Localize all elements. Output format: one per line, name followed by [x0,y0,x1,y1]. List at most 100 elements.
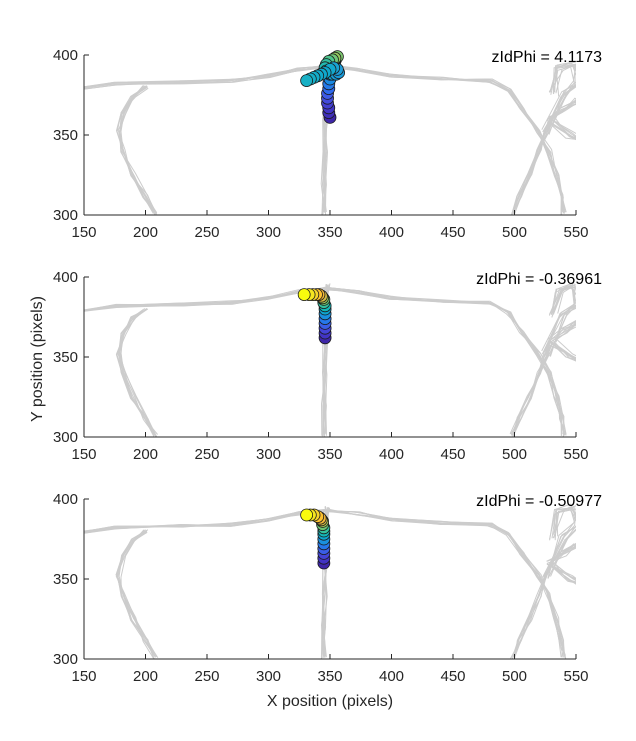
trajectory-line [84,510,566,659]
trajectory-line [49,289,76,324]
trajectory-line [547,503,576,579]
x-tick-label: 250 [194,446,219,463]
trajectory-line [84,286,565,437]
trajectory-line [512,119,553,213]
trajectory-line [513,340,550,435]
trajectory-line [545,284,576,353]
trajectory-line [44,515,73,542]
x-tick-label: 250 [194,224,219,241]
trajectory-line [44,291,77,320]
trajectory-line [546,103,576,140]
trajectory-line [19,104,48,145]
trajectory-line [545,508,576,575]
trajectory-line [27,549,51,587]
trajectory-line [24,545,57,585]
y-tick-label: 300 [53,429,78,446]
trajectory-line [46,65,75,99]
trajectory-line [18,102,53,141]
x-tick-label: 250 [194,668,219,685]
trajectory-line [47,511,74,544]
x-tick-label: 150 [71,224,96,241]
panels: 150 200 250 300 350 400 450 500 550 300 350 400 zIdP… [18,47,603,685]
trajectory-line [548,323,576,362]
x-tick-label: 550 [563,224,588,241]
trajectory-line [44,69,82,101]
trajectory-line [24,545,49,586]
trajectory-line [84,66,562,214]
trajectory-line [543,284,576,354]
trajectory-line [46,291,78,320]
scatter-points [300,50,346,124]
trajectory-line [45,289,77,323]
trajectory-line [546,543,576,580]
y-tick-label: 400 [53,47,78,64]
x-tick-label: 450 [440,668,465,685]
trajectory-line [510,561,555,659]
y-tick-label: 350 [53,571,78,588]
trajectory-line [84,288,563,436]
trajectory-line [18,545,51,590]
trajectory-line [84,288,565,436]
trajectory-line [22,101,50,146]
trajectory-line [542,507,575,578]
trajectory-line [22,106,51,142]
trajectory-line [544,63,576,133]
scatter-point [300,508,314,522]
x-tick-label: 150 [71,446,96,463]
x-tick-label: 200 [133,668,158,685]
y-tick-label: 400 [53,491,78,508]
trajectory-line [22,549,53,586]
trajectory-line [43,66,80,99]
x-tick-label: 300 [256,224,281,241]
trajectory-line [47,292,75,320]
trajectory-line [23,545,50,587]
trajectory-line [25,546,55,588]
trajectory-line [41,513,81,543]
trajectory-line [19,104,55,141]
trajectory-line [84,509,566,659]
trajectory-line [43,512,81,544]
trajectory-line [549,286,576,357]
x-tick-label: 300 [256,446,281,463]
trajectory-line [48,513,79,545]
trajectory-line [84,65,565,214]
zidphi-annotation: zIdPhi = 4.1173 [492,49,603,66]
y-tick-label: 300 [53,207,78,224]
trajectory-line [48,66,74,101]
trajectory-line [84,509,566,657]
trajectory-line [115,529,154,657]
trajectory-line [46,510,80,545]
trajectory-line [21,547,51,588]
trajectory-line [46,67,78,99]
scatter-points [297,288,332,345]
trajectory-traces [44,281,576,437]
scatter-points [300,508,331,570]
trajectory-line [115,310,157,437]
trajectory-line [84,287,565,436]
x-tick-label: 300 [256,668,281,685]
trajectory-line [550,508,576,577]
trajectory-traces [18,503,576,659]
x-axis-label: X position (pixels) [267,693,393,710]
x-tick-label: 550 [563,668,588,685]
trajectory-line [22,103,50,145]
x-tick-label: 350 [317,446,342,463]
trajectory-line [26,105,52,144]
trajectory-line [47,288,81,322]
trajectory-line [549,543,576,585]
trajectory-line [84,510,565,658]
trajectory-line [547,320,576,360]
trajectory-line [547,323,576,359]
trajectory-line [45,69,80,98]
x-tick-label: 400 [379,446,404,463]
panel-1: 150 200 250 300 350 400 450 500 550 300 350 400 zIdP… [18,47,603,241]
trajectory-line [542,64,576,133]
x-tick-label: 400 [379,224,404,241]
trajectory-line [84,67,563,215]
trajectory-line [546,99,576,140]
trajectory-line [84,66,565,214]
trajectory-line [24,546,47,585]
trajectory-line [44,71,82,100]
trajectory-line [116,531,155,659]
